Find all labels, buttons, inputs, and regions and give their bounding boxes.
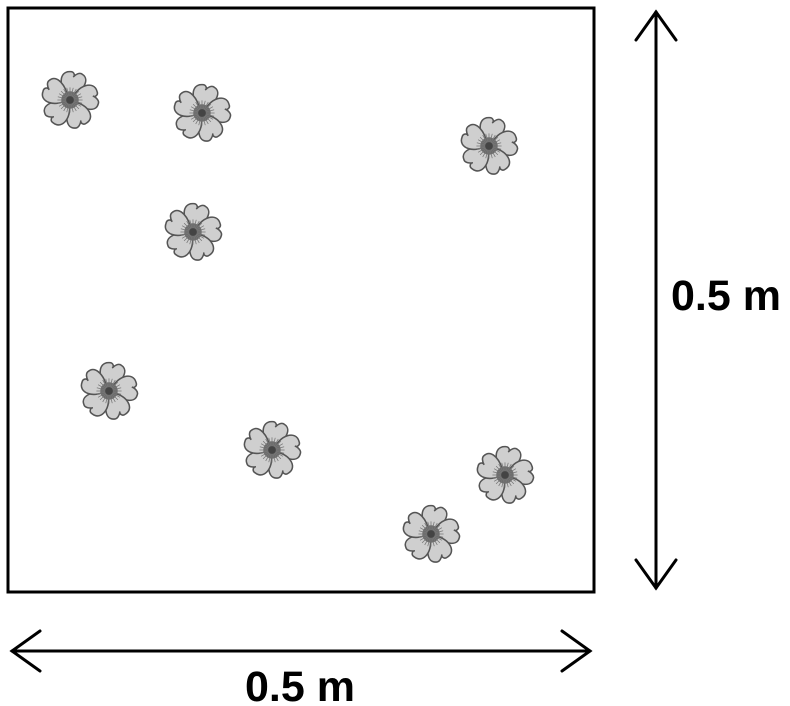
flowers (39, 69, 536, 565)
flower-icon (474, 444, 536, 506)
flower-icon (458, 115, 520, 177)
height-label: 0.5 m (671, 272, 781, 320)
quadrat-frame (6, 6, 596, 594)
flower-icon (39, 69, 101, 131)
flower-icon (400, 503, 462, 565)
flower-icon (162, 201, 224, 263)
height-arrow (634, 9, 678, 591)
flower-icon (241, 419, 303, 481)
flower-icon (78, 360, 140, 422)
width-arrow (9, 629, 593, 673)
width-label: 0.5 m (245, 663, 355, 706)
flower-icon (171, 82, 233, 144)
